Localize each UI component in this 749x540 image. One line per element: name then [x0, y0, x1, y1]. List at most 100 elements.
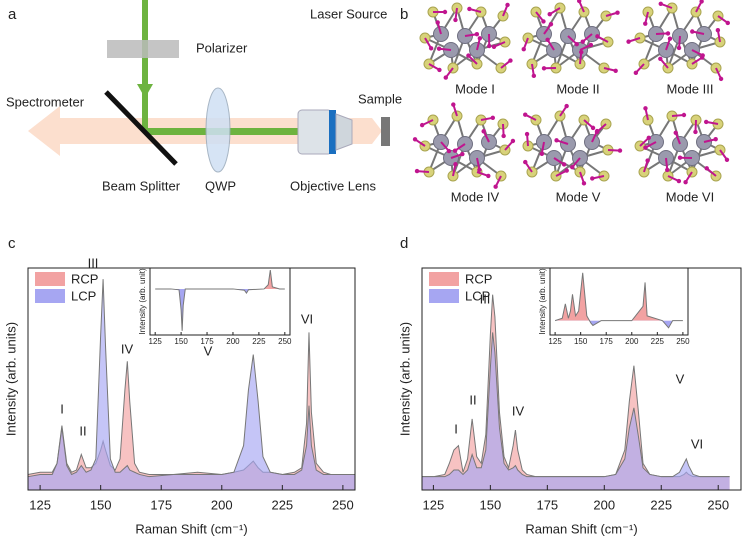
- x-tick-label: 200: [625, 337, 639, 346]
- arrow-head: [677, 155, 683, 160]
- arrow-head: [541, 66, 547, 71]
- arrow-head: [613, 68, 618, 73]
- arrow-head: [617, 148, 623, 153]
- x-tick-label: 225: [651, 337, 665, 346]
- arrow-head: [523, 112, 528, 117]
- arrow-head: [595, 34, 600, 39]
- atom-s: [497, 10, 509, 22]
- arrow-head: [486, 173, 491, 179]
- arrow-head: [590, 125, 596, 131]
- x-tick-label: 250: [707, 497, 729, 512]
- x-tick-label: 250: [278, 337, 292, 346]
- spectrum-line: [422, 332, 730, 478]
- mode-label: Mode I: [455, 81, 495, 96]
- arrow-head: [477, 36, 483, 41]
- peak-label: II: [79, 423, 86, 438]
- label: QWP: [205, 178, 236, 193]
- arrow-head: [428, 46, 434, 51]
- arrow-head: [615, 10, 620, 15]
- arrow-head: [564, 103, 569, 109]
- peak-label: III: [88, 255, 99, 270]
- x-tick-label: 225: [650, 497, 672, 512]
- panel-label: c: [8, 235, 16, 252]
- arrow-head: [690, 29, 695, 34]
- label: Spectrometer: [6, 94, 85, 109]
- arrow-head: [442, 9, 448, 15]
- arrow-head: [419, 122, 425, 128]
- mode-icon: [634, 106, 730, 185]
- spectrum-line: [27, 332, 355, 475]
- arrow-head: [724, 157, 730, 162]
- mode-label: Mode V: [556, 189, 601, 204]
- arrow-head: [505, 2, 510, 8]
- peak-label: VI: [691, 436, 703, 451]
- arrow-head: [508, 58, 513, 63]
- panel-label: a: [8, 6, 17, 23]
- peak-label: IV: [121, 341, 134, 356]
- arrow-head: [466, 53, 471, 58]
- arrow-head: [590, 176, 595, 181]
- arrow-head: [699, 0, 704, 4]
- x-tick-label: 175: [536, 497, 558, 512]
- legend-swatch: [35, 272, 65, 286]
- x-tick-label: 150: [574, 337, 588, 346]
- arrow-head: [574, 41, 579, 47]
- arrow-head: [491, 44, 497, 49]
- peak-label: III: [480, 291, 491, 306]
- x-tick-label: 200: [593, 497, 615, 512]
- arrow-head: [493, 184, 498, 189]
- arrow-head: [683, 179, 688, 185]
- phonon-modes: Mode I Mode II Mode III Mode IV Mode V Mode V…: [412, 0, 730, 204]
- x-tick-label: 250: [676, 337, 690, 346]
- label: Objective Lens: [290, 178, 376, 193]
- arrow-head: [581, 181, 587, 186]
- arrow-head: [414, 168, 420, 174]
- legend-label: RCP: [465, 271, 492, 286]
- setup-diagram: Laser Source Polarizer Spectrometer Samp…: [6, 0, 402, 193]
- arrow-head: [715, 27, 721, 33]
- mode-icon: [521, 0, 620, 79]
- peak-label: II: [469, 392, 476, 407]
- qwp: [205, 87, 231, 173]
- mode-label: Mode III: [667, 81, 714, 96]
- mode-icon: [419, 2, 513, 80]
- arrow-head: [580, 39, 585, 44]
- arrow-head: [570, 165, 575, 170]
- objective-tip: [335, 113, 353, 151]
- arrow-head: [561, 162, 567, 167]
- arrow-head: [713, 137, 718, 142]
- mode-label: Mode II: [556, 81, 599, 96]
- arrow-head: [446, 148, 452, 154]
- x-tick-label: 175: [150, 497, 172, 512]
- peak-label: IV: [512, 403, 525, 418]
- label: Beam Splitter: [102, 178, 181, 193]
- difference-line: [554, 272, 683, 329]
- label: Polarizer: [196, 40, 248, 55]
- arrow-head: [704, 166, 709, 171]
- plot-frame: [549, 267, 689, 336]
- arrow-head: [576, 0, 582, 4]
- arrow-head: [676, 178, 682, 184]
- inset-bg: [150, 268, 290, 335]
- positive-fill: [555, 272, 663, 321]
- area: [28, 279, 355, 490]
- sample: [381, 117, 390, 146]
- polarizer: [107, 40, 179, 58]
- arrow-head: [451, 102, 456, 107]
- arrow-head: [541, 19, 546, 24]
- arrow-head: [510, 138, 516, 144]
- x-tick-label: 225: [252, 337, 266, 346]
- laser-beam: [142, 0, 148, 132]
- peak-label: V: [676, 371, 685, 386]
- mode-icon: [522, 103, 623, 186]
- objective-band: [329, 110, 336, 154]
- arrow-head: [564, 168, 569, 173]
- arrow-head: [626, 39, 631, 44]
- arrow-head: [645, 158, 650, 163]
- x-tick-label: 150: [480, 497, 502, 512]
- area: [422, 332, 730, 490]
- arrow-head: [453, 17, 458, 23]
- x-tick-label: 125: [548, 337, 562, 346]
- arrow-head: [443, 75, 448, 80]
